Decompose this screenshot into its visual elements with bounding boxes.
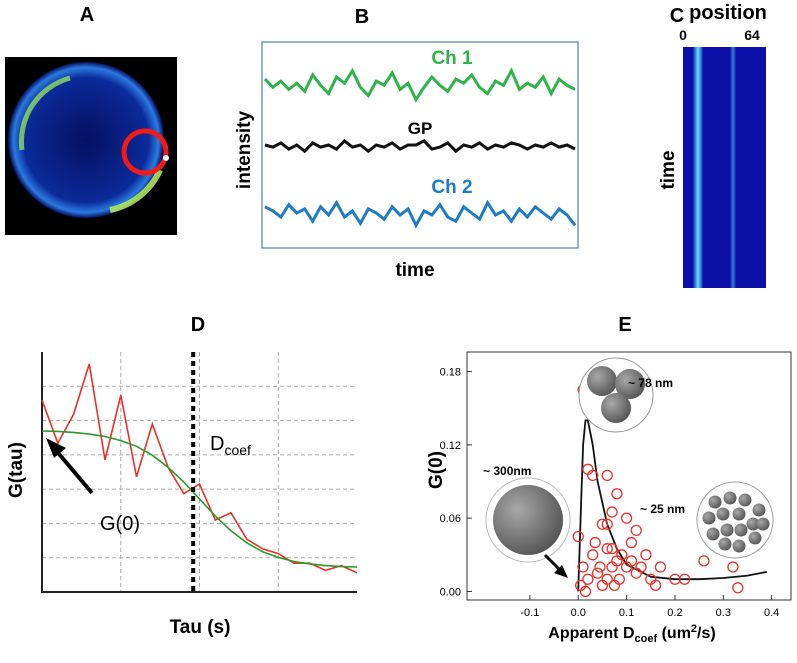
data-point xyxy=(601,518,613,530)
data-point xyxy=(606,543,618,555)
y-axis-label: G(0) xyxy=(426,451,447,489)
x-tick-label: 0.2 xyxy=(667,607,682,619)
particle-icons xyxy=(485,357,774,578)
data-point xyxy=(678,573,691,585)
data-point xyxy=(606,506,618,518)
data-point xyxy=(587,549,599,561)
axes xyxy=(41,352,357,593)
data-point xyxy=(601,543,613,555)
axis-title: position xyxy=(689,2,767,24)
y-axis-label: time xyxy=(658,150,679,189)
panel-label: A xyxy=(80,4,94,26)
sphere xyxy=(746,517,760,531)
series-label: Ch 2 xyxy=(431,177,472,198)
x-label-end: /s) xyxy=(697,625,716,642)
x-label-sub: coef xyxy=(635,633,658,645)
sphere xyxy=(706,527,720,541)
sphere xyxy=(732,539,746,553)
data-point xyxy=(601,573,613,585)
data-point xyxy=(587,469,599,482)
sphere xyxy=(748,531,762,545)
data-point xyxy=(649,579,662,591)
data-point xyxy=(616,549,628,561)
annotation: ~ 300nm xyxy=(483,464,531,478)
x-tick-label: 0 xyxy=(679,27,687,43)
sphere xyxy=(734,523,748,537)
data-point xyxy=(596,518,609,530)
data-point xyxy=(589,536,601,549)
series-line xyxy=(41,430,358,568)
sphere xyxy=(723,491,737,505)
data-point xyxy=(654,561,667,573)
panel-label: B xyxy=(355,6,369,28)
data-point xyxy=(613,573,625,585)
x-tick-label: 0.0 xyxy=(571,607,586,619)
kymograph-image xyxy=(683,47,766,288)
series-label: Ch 1 xyxy=(431,48,473,69)
sphere xyxy=(702,511,716,525)
data-point xyxy=(625,536,638,549)
sphere xyxy=(720,523,734,537)
data-point xyxy=(630,524,642,537)
sphere xyxy=(756,517,770,531)
x-tick-label: 0.4 xyxy=(764,607,779,619)
marker-label: Dcoef xyxy=(210,433,251,458)
data-point xyxy=(582,573,594,585)
data-point xyxy=(640,549,652,561)
y-axis-label: G(tau) xyxy=(6,442,27,498)
series-line xyxy=(263,67,576,103)
x-tick-label: 0.3 xyxy=(716,607,731,619)
sphere xyxy=(738,493,752,507)
marker-label-sub: coef xyxy=(224,442,251,458)
x-axis-label: time xyxy=(395,260,434,281)
fit-line xyxy=(577,419,767,592)
data-point xyxy=(635,561,647,573)
y-axis-label: intensity xyxy=(234,111,255,190)
data-point xyxy=(577,561,589,573)
data-point xyxy=(698,555,710,567)
y-tick-label: 0.06 xyxy=(440,513,461,525)
sphere xyxy=(708,495,722,509)
data-point xyxy=(572,530,584,543)
panel-label: D xyxy=(191,314,205,336)
data-point xyxy=(625,555,638,567)
data-point xyxy=(611,488,623,500)
x-label-sup: 2 xyxy=(691,623,697,635)
series-label: GP xyxy=(408,119,433,138)
sphere xyxy=(718,537,732,551)
data-point xyxy=(594,561,606,573)
data-point xyxy=(732,582,744,594)
data-point xyxy=(591,567,604,579)
annotation: G(0) xyxy=(100,513,140,535)
marker-label-main: D xyxy=(210,433,224,455)
panel-label: C xyxy=(670,5,684,27)
annotation: ~ 25 nm xyxy=(640,502,685,516)
y-tick-label: 0.12 xyxy=(440,440,461,452)
series-line xyxy=(264,199,577,229)
arrow xyxy=(46,438,94,495)
annotation: ~ 78 nm xyxy=(628,376,673,390)
x-tick-label: -0.1 xyxy=(520,607,539,619)
x-axis-label: Tau (s) xyxy=(170,617,231,638)
x-axis-label: Apparent Dcoef (um2/s) xyxy=(548,623,715,645)
panel-label: E xyxy=(618,314,631,336)
series-line xyxy=(264,138,576,154)
micrograph xyxy=(5,57,177,235)
plot-frame xyxy=(466,351,792,601)
data-point xyxy=(601,469,613,482)
x-tick-label: 0.1 xyxy=(619,607,634,619)
y-tick-label: 0.18 xyxy=(440,367,461,379)
sphere xyxy=(752,503,766,517)
sphere xyxy=(732,507,746,521)
data-point xyxy=(727,561,739,573)
plot-frame xyxy=(261,41,579,249)
y-tick-label: 0.00 xyxy=(440,586,461,598)
x-label-unit: (um xyxy=(657,625,691,642)
data-point xyxy=(620,512,633,524)
x-label-main: Apparent D xyxy=(548,625,634,642)
data-point xyxy=(579,585,592,598)
x-tick-label: 64 xyxy=(744,27,760,43)
sphere xyxy=(716,507,730,521)
